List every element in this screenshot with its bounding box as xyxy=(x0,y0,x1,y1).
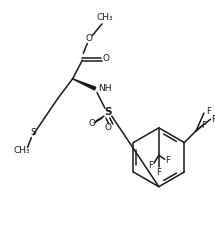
Polygon shape xyxy=(72,79,96,90)
Text: F: F xyxy=(211,114,215,124)
Text: F: F xyxy=(206,107,211,116)
Text: NH: NH xyxy=(98,84,112,93)
Text: CH₃: CH₃ xyxy=(97,13,113,21)
Text: F: F xyxy=(201,121,206,130)
Text: S: S xyxy=(31,128,36,137)
Text: O: O xyxy=(102,54,109,63)
Text: O: O xyxy=(104,123,111,132)
Text: O: O xyxy=(86,34,93,43)
Text: CH₃: CH₃ xyxy=(13,146,30,155)
Text: F: F xyxy=(149,161,154,170)
Text: F: F xyxy=(156,168,161,177)
Text: O: O xyxy=(89,120,96,128)
Text: S: S xyxy=(104,107,112,117)
Text: F: F xyxy=(165,156,170,165)
